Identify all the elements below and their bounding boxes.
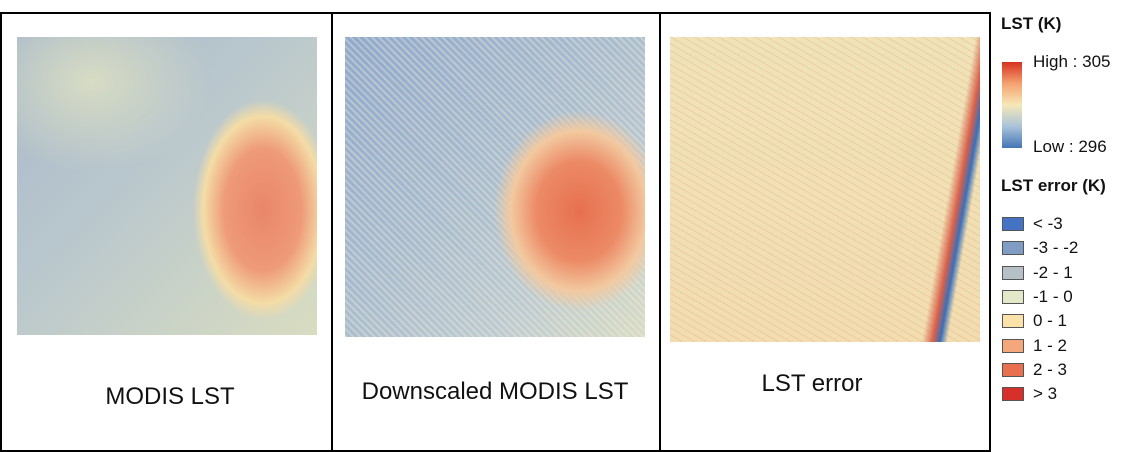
legend-swatch [1002,314,1024,328]
legend-high: High : 305 [1033,52,1111,72]
map-image [345,37,645,337]
legend-label: -2 - 1 [1033,263,1073,283]
map-image [670,37,980,342]
legend-title: LST (K) [1001,14,1061,34]
legend-swatch [1002,217,1024,231]
legend-label: 0 - 1 [1033,311,1067,331]
color-ramp [1002,62,1022,148]
legend-label: > 3 [1033,384,1057,404]
legend-label: -1 - 0 [1033,287,1073,307]
legend-title: LST error (K) [1001,176,1106,196]
legend-swatch [1002,241,1024,255]
legend-swatch [1002,290,1024,304]
panel-separator [331,12,333,452]
legend-label: 1 - 2 [1033,336,1067,356]
map-image [17,37,317,335]
legend-low: Low : 296 [1033,137,1107,157]
panel-caption: Downscaled MODIS LST [362,378,629,406]
legend-swatch [1002,363,1024,377]
panel-caption: LST error [762,370,863,398]
legend-swatch [1002,387,1024,401]
legend-label: < -3 [1033,214,1063,234]
legend-label: -3 - -2 [1033,238,1078,258]
legend-swatch [1002,266,1024,280]
panel-caption: MODIS LST [105,383,234,411]
figure: MODIS LST Downscaled MODIS LST LST error… [0,0,1131,442]
panel-separator [659,12,661,452]
legend-label: 2 - 3 [1033,360,1067,380]
legend-swatch [1002,339,1024,353]
